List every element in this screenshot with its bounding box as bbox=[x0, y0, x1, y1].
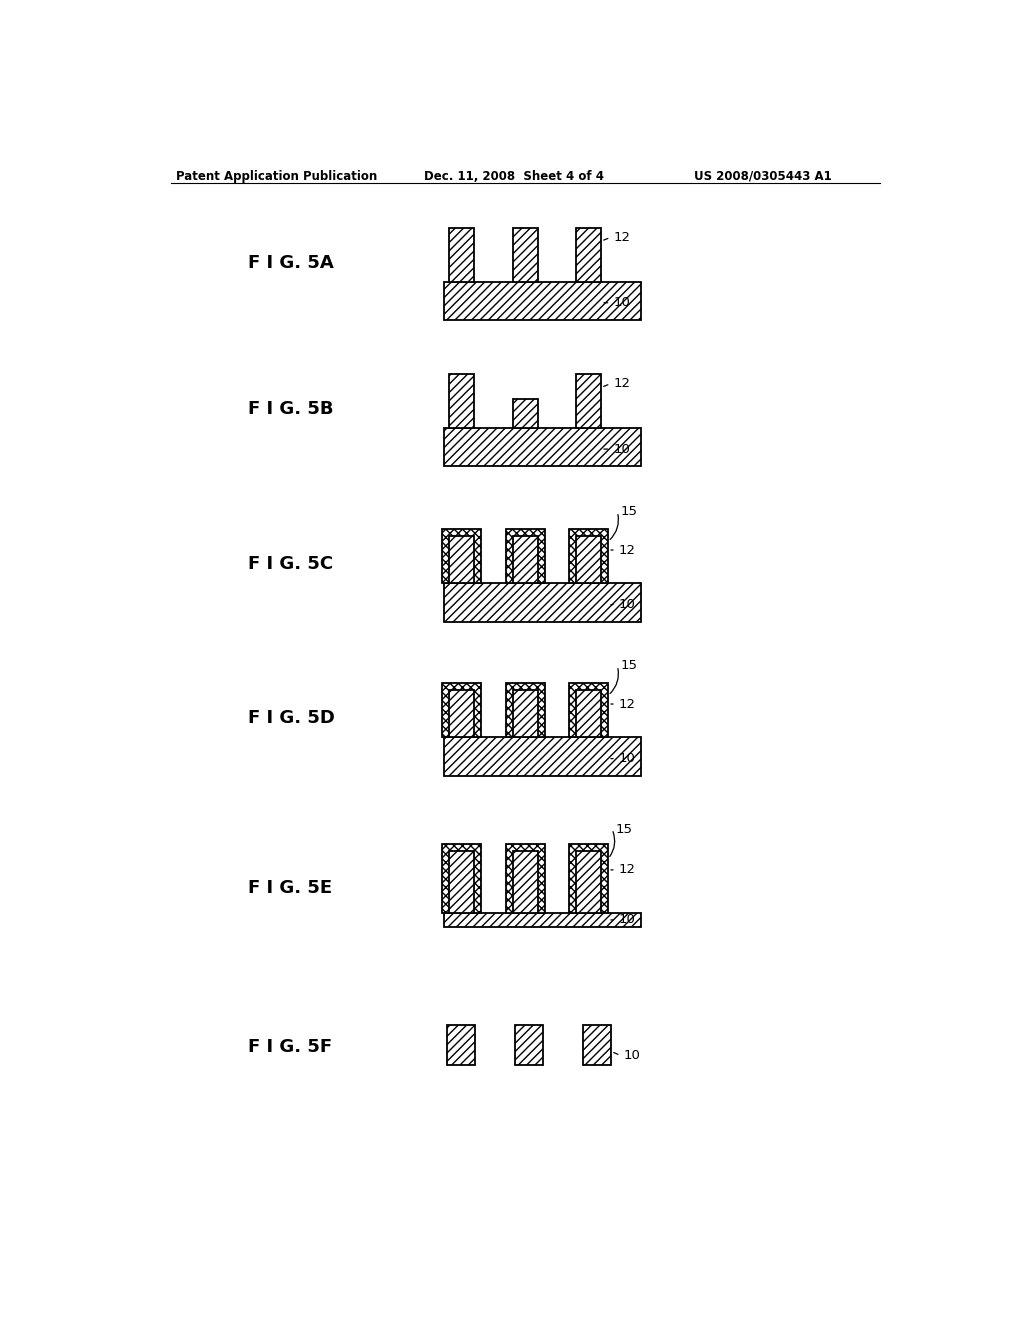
Text: 10: 10 bbox=[618, 752, 636, 766]
Text: 12: 12 bbox=[618, 863, 636, 876]
Bar bbox=[506, 529, 545, 583]
Bar bbox=[450, 374, 474, 428]
Text: 15: 15 bbox=[615, 822, 632, 836]
Bar bbox=[513, 536, 538, 583]
Text: US 2008/0305443 A1: US 2008/0305443 A1 bbox=[693, 170, 831, 183]
Text: F I G. 5B: F I G. 5B bbox=[248, 400, 334, 418]
Bar bbox=[443, 913, 641, 927]
Bar bbox=[569, 845, 608, 913]
Bar bbox=[450, 851, 474, 913]
Text: 10: 10 bbox=[613, 296, 631, 309]
Bar bbox=[513, 399, 538, 428]
Bar bbox=[569, 529, 608, 583]
FancyArrowPatch shape bbox=[610, 515, 618, 540]
Bar bbox=[577, 228, 601, 281]
Bar bbox=[443, 738, 641, 776]
Text: F I G. 5A: F I G. 5A bbox=[248, 253, 334, 272]
Text: 15: 15 bbox=[621, 659, 638, 672]
Bar bbox=[515, 1026, 543, 1065]
Text: F I G. 5E: F I G. 5E bbox=[248, 879, 332, 898]
Text: F I G. 5D: F I G. 5D bbox=[248, 709, 335, 727]
Bar bbox=[442, 845, 481, 913]
Bar bbox=[443, 281, 641, 321]
Bar bbox=[443, 428, 641, 466]
Bar bbox=[577, 689, 601, 738]
Text: 10: 10 bbox=[618, 598, 636, 611]
Text: F I G. 5C: F I G. 5C bbox=[248, 556, 333, 573]
Bar bbox=[513, 851, 538, 913]
Bar bbox=[513, 689, 538, 738]
Bar bbox=[577, 374, 601, 428]
Bar bbox=[506, 845, 545, 913]
Bar bbox=[577, 851, 601, 913]
Bar bbox=[446, 1026, 475, 1065]
FancyArrowPatch shape bbox=[610, 668, 618, 693]
FancyArrowPatch shape bbox=[609, 832, 614, 857]
Bar bbox=[450, 536, 474, 583]
Text: 10: 10 bbox=[624, 1049, 640, 1063]
Text: 10: 10 bbox=[618, 913, 636, 927]
Text: 10: 10 bbox=[613, 442, 631, 455]
Text: F I G. 5F: F I G. 5F bbox=[248, 1039, 332, 1056]
Bar bbox=[577, 536, 601, 583]
Text: Patent Application Publication: Patent Application Publication bbox=[176, 170, 377, 183]
Bar bbox=[450, 228, 474, 281]
Text: 12: 12 bbox=[618, 544, 636, 557]
Text: 15: 15 bbox=[621, 506, 638, 519]
Bar bbox=[506, 682, 545, 738]
Bar bbox=[442, 682, 481, 738]
Bar bbox=[450, 689, 474, 738]
Text: Dec. 11, 2008  Sheet 4 of 4: Dec. 11, 2008 Sheet 4 of 4 bbox=[424, 170, 604, 183]
Bar bbox=[443, 583, 641, 622]
Text: 12: 12 bbox=[613, 231, 631, 244]
Bar bbox=[584, 1026, 611, 1065]
Bar bbox=[569, 682, 608, 738]
Bar bbox=[442, 529, 481, 583]
Bar bbox=[513, 228, 538, 281]
Text: 12: 12 bbox=[613, 378, 631, 391]
Text: 12: 12 bbox=[618, 697, 636, 710]
